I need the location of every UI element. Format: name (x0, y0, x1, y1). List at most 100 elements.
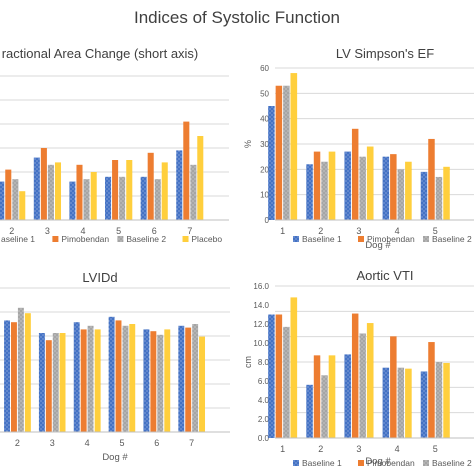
x-tick-label: 5 (433, 444, 438, 454)
x-tick-label: 3 (356, 444, 361, 454)
y-tick-label: 0 (265, 216, 270, 225)
bar (147, 152, 154, 220)
bar (192, 324, 199, 432)
bar (397, 367, 405, 438)
x-tick-label: 3 (356, 226, 361, 236)
bar (0, 181, 5, 220)
bar (94, 329, 101, 432)
bar (176, 150, 183, 220)
bar (443, 362, 450, 438)
y-tick-label: 60 (260, 64, 269, 73)
bar (52, 333, 59, 432)
x-tick-label: 4 (395, 444, 400, 454)
bar (405, 368, 412, 438)
bar (268, 314, 275, 438)
bar (275, 314, 283, 438)
bar (428, 138, 435, 220)
bar (328, 151, 336, 220)
y-tick-label: 50 (260, 89, 269, 98)
legend-swatch (358, 236, 364, 242)
bar (33, 157, 40, 220)
bar (90, 172, 97, 220)
y-tick-label: 16.0 (253, 282, 269, 291)
bar (390, 154, 397, 220)
bar (199, 336, 206, 432)
bar (344, 354, 351, 438)
bar (443, 166, 450, 220)
bar (420, 371, 428, 438)
chart-title: LV Simpson's EF (336, 46, 434, 61)
y-tick-label: 8.0 (258, 358, 270, 367)
y-tick-label: 20 (260, 165, 269, 174)
figure-title: Indices of Systolic Function (134, 8, 340, 27)
bar (73, 322, 80, 432)
x-tick-label: 1 (280, 226, 285, 236)
bar (11, 322, 17, 432)
bar (351, 128, 359, 220)
x-tick-label: 1 (280, 444, 285, 454)
bar (428, 342, 435, 438)
bar (161, 162, 168, 220)
chart-aortic-vti: 0.0 2.0 4.0 6.0 8.0 10.0 12.0 14.0 16.0 cm Aortic … (243, 268, 474, 468)
bar (268, 106, 275, 220)
bar (183, 121, 190, 220)
x-axis-label: Dog # (365, 240, 391, 251)
y-axis-label: % (243, 140, 253, 148)
legend-label: Pimobendan (367, 458, 415, 468)
bar (12, 179, 19, 220)
x-tick-label: 3 (50, 438, 55, 448)
x-tick-label: 4 (85, 438, 90, 448)
x-axis-label: Dog # (365, 456, 391, 467)
y-tick-label: 30 (260, 140, 269, 149)
x-tick-label: 6 (154, 438, 159, 448)
legend-swatch (117, 236, 124, 242)
bar (87, 325, 94, 432)
chart-title: Aortic VTI (356, 268, 413, 283)
bar (435, 176, 443, 220)
legend-swatch (52, 236, 59, 242)
legend-label: aseline 1 (1, 234, 35, 244)
bar (405, 161, 412, 220)
bar (4, 320, 10, 432)
x-tick-label: 2 (318, 226, 323, 236)
bar (76, 164, 83, 220)
bar (313, 151, 321, 220)
bar (382, 367, 390, 438)
bar (366, 323, 374, 438)
bar (59, 333, 66, 432)
legend-swatch (293, 236, 299, 242)
bar (129, 324, 136, 432)
bar (122, 325, 129, 432)
bar (143, 329, 150, 432)
bar (306, 384, 313, 438)
bar (190, 164, 197, 220)
bar (344, 151, 351, 220)
bar (275, 85, 283, 220)
bar (197, 136, 204, 220)
bar (157, 334, 164, 432)
bar (390, 336, 397, 438)
bar (420, 171, 428, 220)
bar (119, 176, 126, 220)
y-tick-label: 10.0 (253, 339, 269, 348)
legend-label: Placebo (191, 234, 222, 244)
bar (150, 331, 157, 432)
legend-label: Baseline 2 (432, 234, 472, 244)
y-tick-label: 6.0 (258, 377, 270, 386)
bar (108, 316, 115, 432)
y-axis-label: cm (243, 356, 253, 368)
legend-swatch (182, 236, 189, 242)
y-tick-label: 12.0 (253, 320, 269, 329)
bar (45, 340, 52, 432)
bar (313, 355, 321, 438)
y-tick-label: 2.0 (258, 415, 270, 424)
y-tick-label: 14.0 (253, 301, 269, 310)
x-tick-label: 2 (15, 438, 20, 448)
bar (164, 329, 171, 432)
bar (38, 333, 45, 432)
bar (397, 169, 405, 220)
legend-swatch (358, 460, 364, 466)
bar (283, 85, 290, 220)
x-axis-label: Dog # (102, 452, 128, 463)
